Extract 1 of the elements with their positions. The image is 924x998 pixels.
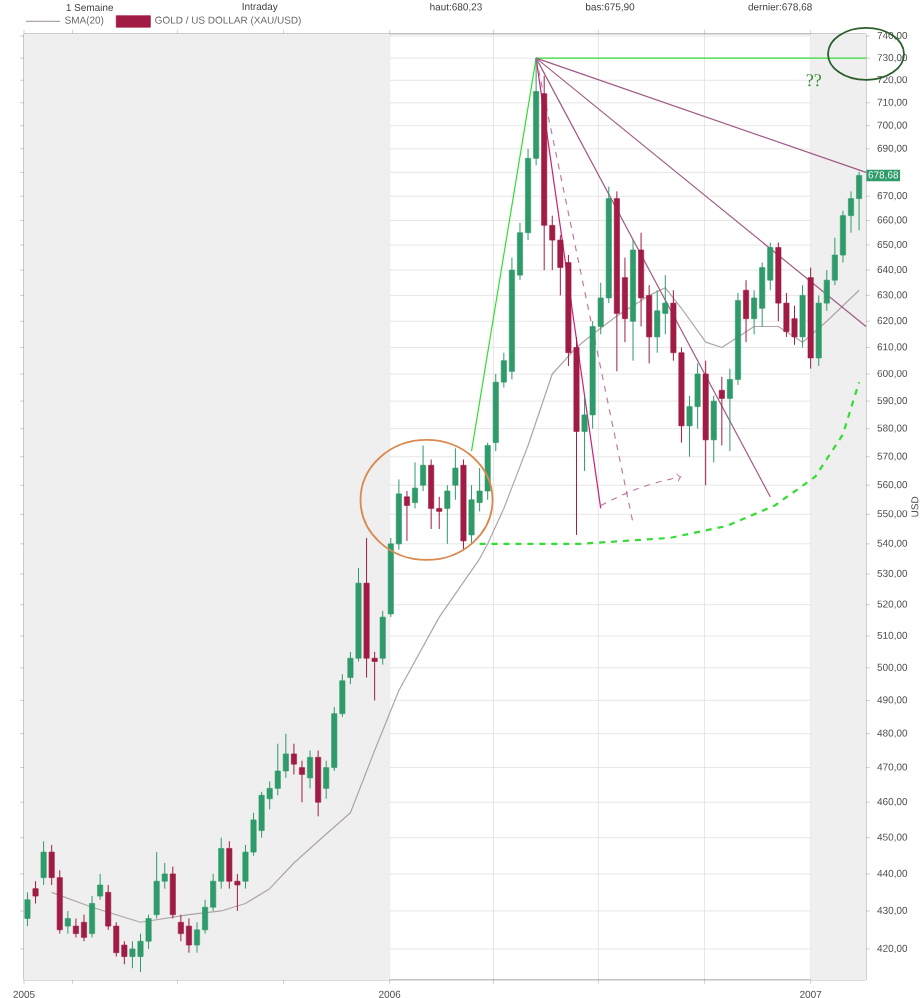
annotation: ??: [806, 74, 822, 87]
